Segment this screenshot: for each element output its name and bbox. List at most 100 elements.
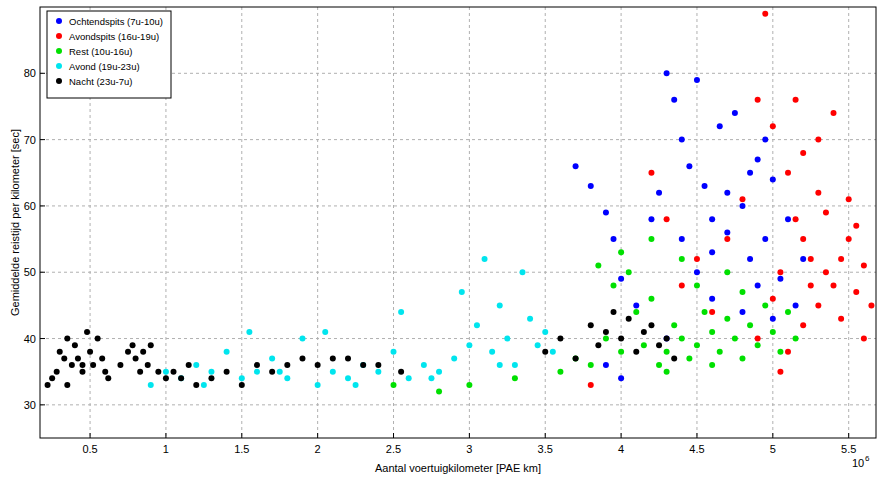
- legend-box: [47, 11, 171, 98]
- tick: [848, 433, 849, 438]
- point: [777, 349, 783, 355]
- point: [755, 157, 761, 163]
- point: [269, 369, 275, 375]
- point: [664, 336, 670, 342]
- point: [702, 309, 708, 315]
- point: [573, 163, 579, 169]
- legend-label: Rest (10u-16u): [69, 46, 132, 57]
- point: [755, 342, 761, 348]
- point: [137, 369, 143, 375]
- point: [648, 216, 654, 222]
- point: [717, 349, 723, 355]
- grid-line: [40, 139, 876, 140]
- point: [777, 369, 783, 375]
- point: [694, 77, 700, 83]
- point: [664, 70, 670, 76]
- point: [724, 316, 730, 322]
- tick: [621, 433, 622, 438]
- point: [724, 229, 730, 235]
- point: [679, 282, 685, 288]
- point: [208, 375, 214, 381]
- x-multiplier-base: 10: [852, 457, 864, 469]
- point: [686, 163, 692, 169]
- point: [246, 329, 252, 335]
- grid-line: [40, 338, 876, 339]
- point: [648, 170, 654, 176]
- point: [838, 256, 844, 262]
- series: [391, 236, 799, 395]
- point: [618, 249, 624, 255]
- y-axis-label: Gemiddelde reistijd per kilometer [sec]: [9, 129, 21, 316]
- point: [57, 349, 63, 355]
- point: [315, 382, 321, 388]
- point: [79, 369, 85, 375]
- point: [633, 349, 639, 355]
- tick-label: 5.5: [841, 443, 856, 455]
- point: [224, 349, 230, 355]
- point: [868, 302, 874, 308]
- point: [762, 236, 768, 242]
- legend-label: Ochtendspits (7u-10u): [69, 16, 163, 27]
- point: [353, 382, 359, 388]
- point: [785, 309, 791, 315]
- point: [466, 342, 472, 348]
- point: [656, 362, 662, 368]
- point: [482, 256, 488, 262]
- point: [277, 369, 283, 375]
- grid-line: [696, 7, 697, 438]
- point: [133, 355, 139, 361]
- point: [618, 375, 624, 381]
- point: [770, 296, 776, 302]
- point: [739, 196, 745, 202]
- tick: [40, 73, 45, 74]
- legend-marker: [56, 63, 62, 69]
- point: [391, 382, 397, 388]
- point: [512, 375, 518, 381]
- point: [762, 11, 768, 17]
- frame: [40, 7, 876, 438]
- point: [664, 336, 670, 342]
- point: [800, 150, 806, 156]
- point: [201, 382, 207, 388]
- point: [573, 355, 579, 361]
- point: [171, 369, 177, 375]
- point: [709, 249, 715, 255]
- point: [739, 309, 745, 315]
- point: [648, 296, 654, 302]
- point: [330, 355, 336, 361]
- tick: [40, 338, 45, 339]
- point: [793, 216, 799, 222]
- point: [770, 316, 776, 322]
- plot-area: [40, 7, 876, 438]
- point: [595, 342, 601, 348]
- point: [72, 342, 78, 348]
- point: [45, 382, 51, 388]
- series: [573, 70, 807, 381]
- legend-label: Nacht (23u-7u): [69, 76, 132, 87]
- point: [853, 223, 859, 229]
- point: [345, 375, 351, 381]
- points: [45, 11, 875, 395]
- point: [755, 336, 761, 342]
- point: [618, 336, 624, 342]
- tick: [40, 139, 45, 140]
- point: [603, 210, 609, 216]
- point: [542, 329, 548, 335]
- point: [208, 369, 214, 375]
- legend-marker: [56, 78, 62, 84]
- chart: 0.511.522.533.544.555.5304050607080Aanta…: [0, 0, 886, 479]
- point: [299, 336, 305, 342]
- tick-label: 60: [24, 200, 36, 212]
- point: [626, 269, 632, 275]
- grid-line: [393, 7, 394, 438]
- tick-label: 2.5: [386, 443, 401, 455]
- point: [512, 362, 518, 368]
- point: [519, 269, 525, 275]
- point: [770, 176, 776, 182]
- point: [125, 349, 131, 355]
- point: [694, 342, 700, 348]
- point: [497, 362, 503, 368]
- point: [557, 369, 563, 375]
- point: [75, 355, 81, 361]
- point: [808, 282, 814, 288]
